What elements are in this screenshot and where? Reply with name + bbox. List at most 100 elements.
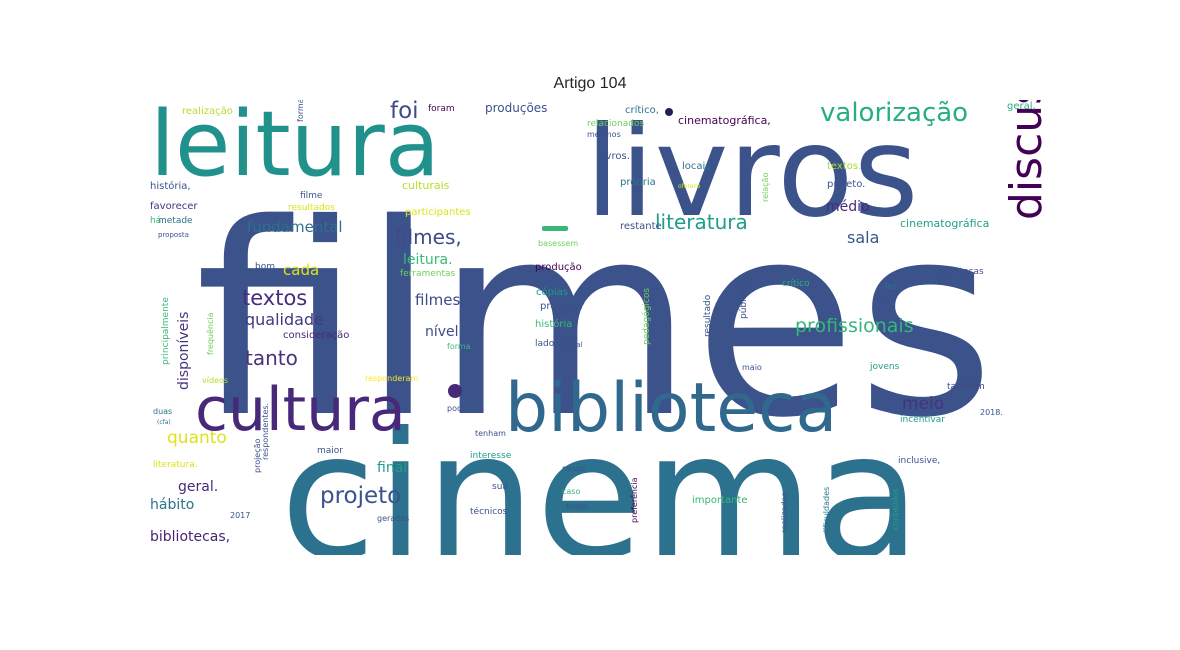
cloud-word: profissionais [795,315,914,337]
cloud-word: principalmente [161,297,171,365]
cloud-word: sala [847,228,880,247]
cloud-word: maior [317,446,343,456]
cloud-word: produção [535,262,582,273]
cloud-word: leitura. [403,252,453,268]
cloud-word: oferece [678,183,701,190]
cloud-word: qualidade [245,310,324,329]
cloud-word: favorecer [150,201,198,212]
cloud-word: textos [242,286,308,310]
cloud-word: produções [485,101,548,115]
cloud-word: pedagógicos [642,287,652,345]
cloud-word: médio [826,199,870,215]
cloud-word: participantes [405,207,471,218]
cloud-word: ler [885,282,897,292]
cloud-word: própria [620,177,656,188]
cloud-word: culturais [402,179,450,192]
cloud-word: frequência [206,312,215,355]
cloud-word: leitura [150,100,440,197]
cloud-word: final [377,460,408,476]
cloud-mark [665,108,673,116]
cloud-word: conteúdos [891,488,900,530]
cloud-word: história [535,319,573,330]
cloud-word: valorização [820,100,969,128]
cloud-word: basessem [538,239,579,248]
cloud-word: vídeos [202,376,229,385]
cloud-word: biblioteca [505,369,838,448]
cloud-word: técnicos [470,507,508,517]
cloud-mark [448,384,462,398]
cloud-word: importante [692,495,748,506]
cloud-word: crítico, [625,105,659,116]
cloud-word: caso [562,487,581,496]
cloud-word: pode [447,404,467,413]
cloud-word: duas [153,407,173,416]
cloud-word: projeto [320,483,402,509]
cloud-word: filmes. [415,291,466,309]
cloud-word: resultados [288,203,335,213]
cloud-word: bibliotecas [935,267,984,277]
cloud-word: tenham [475,429,506,438]
cloud-word: filmes, [395,225,462,249]
cloud-word: projeção [253,438,262,473]
cloud-word: 2017 [230,511,251,520]
cloud-word: também [947,382,985,392]
cloud-word: textos. [827,161,862,172]
cloud-word: relação [761,172,770,202]
cloud-word: literatura. [153,460,198,470]
cloud-word: provocar [540,301,585,312]
cloud-word: realizadas [780,492,789,533]
cloud-word: crítico [782,279,810,289]
cloud-word: nesse [562,464,586,473]
cloud-word: proposta [158,231,189,239]
cloud-word: interesse [470,451,512,461]
cloud-word: hábito [150,497,195,513]
cloud-word: literatura [655,210,748,234]
cloud-word: meio [902,394,945,414]
word-cloud: filmes cinema livros leitura biblioteca cultu… [150,100,1060,555]
cloud-word: mesmos [587,130,621,139]
cloud-word: ferramentas [400,269,456,279]
cloud-word: cada [283,261,320,279]
cloud-word: (cfa) [157,419,171,426]
cloud-word: geral, [1007,101,1036,112]
cloud-word: incentivar [900,415,945,425]
cloud-word: responderam [365,374,419,383]
cloud-word: nível [425,324,459,340]
cloud-word: quanto [167,428,227,448]
cloud-word: livros [585,100,919,245]
cloud-word: livros. [600,151,630,162]
cloud-word: dificuldades [822,486,831,535]
cloud-word: relacionados [587,119,645,129]
cloud-word: público [739,286,749,319]
cloud-word: todos [566,502,589,511]
cloud-word: sua [492,482,508,492]
cloud-word: filmes [195,168,995,476]
cloud-word: discussões [1001,100,1052,220]
cloud-word: restante [620,221,662,232]
cloud-word: formas [296,100,305,122]
cloud-word: federal [558,341,583,349]
chart-title: Artigo 104 [553,75,627,92]
cloud-word: inclusive, [898,456,941,466]
cloud-word: filme [300,191,323,201]
cloud-word: uso [877,296,893,306]
cloud-word: resultado [703,294,713,337]
cloud-word: cinematográfica [900,217,990,230]
cloud-word: bom [255,262,275,272]
cloud-mark [542,226,568,231]
cloud-word: preferência [630,477,639,523]
cloud-word: consideração [283,330,350,341]
cloud-word: lado [535,339,555,349]
cloud-word: realização [182,106,233,117]
cloud-word: geradas [377,514,410,523]
cloud-word: há [150,216,162,226]
cloud-word: tanto [245,346,298,370]
cloud-word: projeto. [827,179,866,190]
cloud-word: cinema [280,396,922,555]
cloud-word: 2018. [980,408,1003,417]
cloud-word: foram [428,104,455,114]
cloud-word: locais [682,161,711,172]
cloud-word: maio [742,363,762,372]
cloud-word: cultura [195,375,406,445]
cloud-word: geral. [178,479,219,495]
